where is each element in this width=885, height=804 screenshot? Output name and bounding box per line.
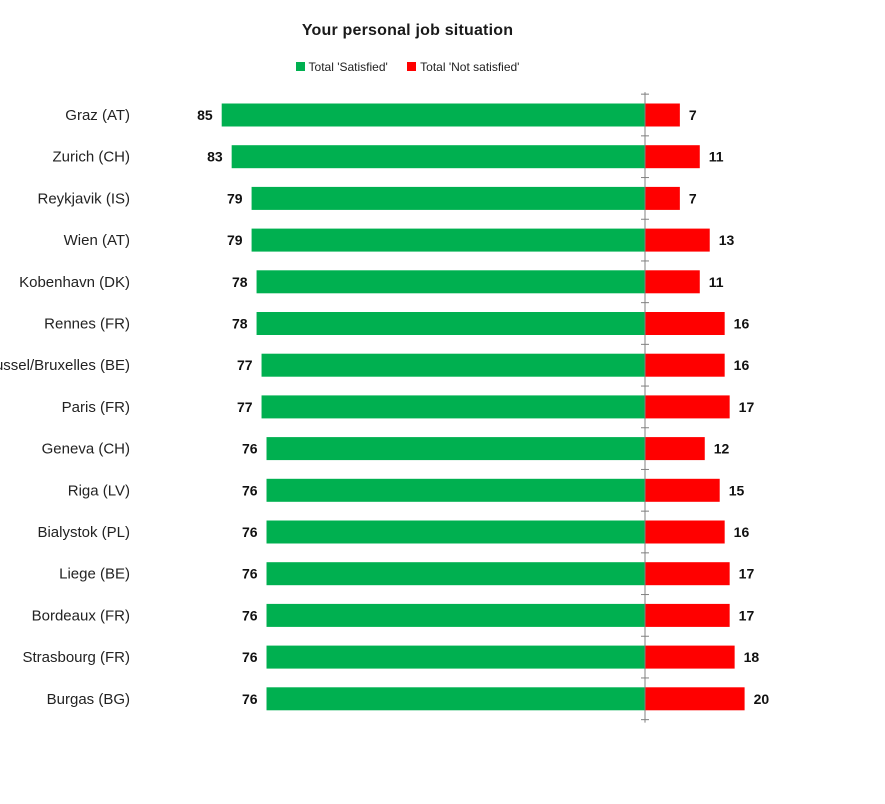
data-label-satisfied: 83 [207, 149, 223, 165]
category-label: Bialystok (PL) [37, 524, 130, 541]
data-label-satisfied: 76 [242, 441, 258, 457]
bar-satisfied [221, 103, 645, 127]
bar-not-satisfied [645, 186, 680, 210]
bar-not-satisfied [645, 103, 680, 127]
bar-not-satisfied [645, 312, 725, 335]
bar-not-satisfied [645, 437, 705, 461]
category-label: Geneva (CH) [42, 441, 130, 458]
data-label-satisfied: 76 [242, 691, 258, 707]
chart-title: Your personal job situation [301, 22, 514, 39]
bar-satisfied [256, 270, 645, 294]
category-label: Burgas (BG) [47, 691, 130, 708]
category-label: Wien (AT) [64, 232, 130, 249]
data-label-not-satisfied: 7 [689, 190, 697, 206]
data-label-not-satisfied: 11 [709, 274, 724, 290]
category-label: Strasbourg (FR) [22, 649, 130, 666]
bar-satisfied [261, 395, 645, 419]
data-label-satisfied: 76 [242, 482, 258, 498]
data-label-not-satisfied: 11 [709, 149, 724, 165]
data-label-not-satisfied: 12 [714, 441, 730, 457]
bar-not-satisfied [645, 395, 730, 419]
bar-not-satisfied [645, 520, 725, 544]
category-label: Rennes (FR) [44, 316, 130, 333]
data-label-satisfied: 79 [227, 190, 243, 206]
data-label-satisfied: 78 [232, 274, 248, 290]
legend: Total 'Satisfied' Total 'Not satisfied' [0, 60, 815, 74]
bar-not-satisfied [645, 353, 725, 377]
bar-satisfied [266, 562, 645, 586]
data-label-not-satisfied: 20 [754, 691, 770, 707]
bar-not-satisfied [645, 270, 700, 294]
legend-swatch-satisfied [295, 62, 305, 71]
data-label-not-satisfied: 16 [734, 524, 750, 540]
data-label-not-satisfied: 16 [734, 316, 750, 332]
bar-not-satisfied [645, 645, 735, 669]
legend-label-not-satisfied: Total 'Not satisfied' [420, 60, 520, 74]
category-label: Zurich (CH) [53, 149, 131, 166]
data-label-satisfied: 85 [197, 107, 213, 123]
bar-not-satisfied [645, 562, 730, 586]
bar-satisfied [251, 228, 645, 252]
data-label-not-satisfied: 18 [744, 649, 760, 665]
bar-not-satisfied [645, 603, 730, 627]
data-label-satisfied: 76 [242, 649, 258, 665]
bar-not-satisfied [645, 687, 745, 711]
category-label: Paris (FR) [62, 399, 130, 416]
bar-satisfied [266, 603, 645, 627]
bar-satisfied [261, 353, 645, 377]
data-label-not-satisfied: 15 [729, 482, 745, 498]
data-label-not-satisfied: 17 [739, 607, 755, 623]
category-label: Liege (BE) [59, 566, 130, 583]
legend-item-not-satisfied: Total 'Not satisfied' [407, 60, 519, 74]
data-label-satisfied: 76 [242, 566, 258, 582]
bar-satisfied [251, 186, 645, 210]
data-label-not-satisfied: 17 [739, 566, 755, 582]
bar-satisfied [266, 520, 645, 544]
bar-satisfied [266, 478, 645, 502]
category-label: Graz (AT) [65, 107, 130, 124]
category-label: Bordeaux (FR) [32, 607, 130, 624]
legend-swatch-not-satisfied [407, 62, 417, 71]
bar-satisfied [231, 145, 645, 169]
data-label-not-satisfied: 16 [734, 357, 750, 373]
data-label-satisfied: 77 [237, 399, 253, 415]
bar-satisfied [256, 312, 645, 335]
legend-item-satisfied: Total 'Satisfied' [295, 60, 388, 74]
data-label-not-satisfied: 13 [719, 232, 735, 248]
bar-satisfied [266, 687, 645, 711]
data-label-satisfied: 78 [232, 316, 248, 332]
legend-label-satisfied: Total 'Satisfied' [308, 60, 388, 74]
bar-not-satisfied [645, 228, 710, 252]
data-label-not-satisfied: 17 [739, 399, 755, 415]
bar-not-satisfied [645, 145, 700, 169]
category-label: Kobenhavn (DK) [19, 274, 130, 291]
data-label-not-satisfied: 7 [689, 107, 697, 123]
bar-not-satisfied [645, 478, 720, 502]
data-label-satisfied: 79 [227, 232, 243, 248]
category-label: Reykjavik (IS) [37, 190, 130, 207]
data-label-satisfied: 76 [242, 607, 258, 623]
data-label-satisfied: 76 [242, 524, 258, 540]
bar-satisfied [266, 437, 645, 461]
category-label: Brussel/Bruxelles (BE) [0, 357, 130, 374]
data-label-satisfied: 77 [237, 357, 253, 373]
bar-satisfied [266, 645, 645, 669]
category-label: Riga (LV) [68, 482, 130, 499]
